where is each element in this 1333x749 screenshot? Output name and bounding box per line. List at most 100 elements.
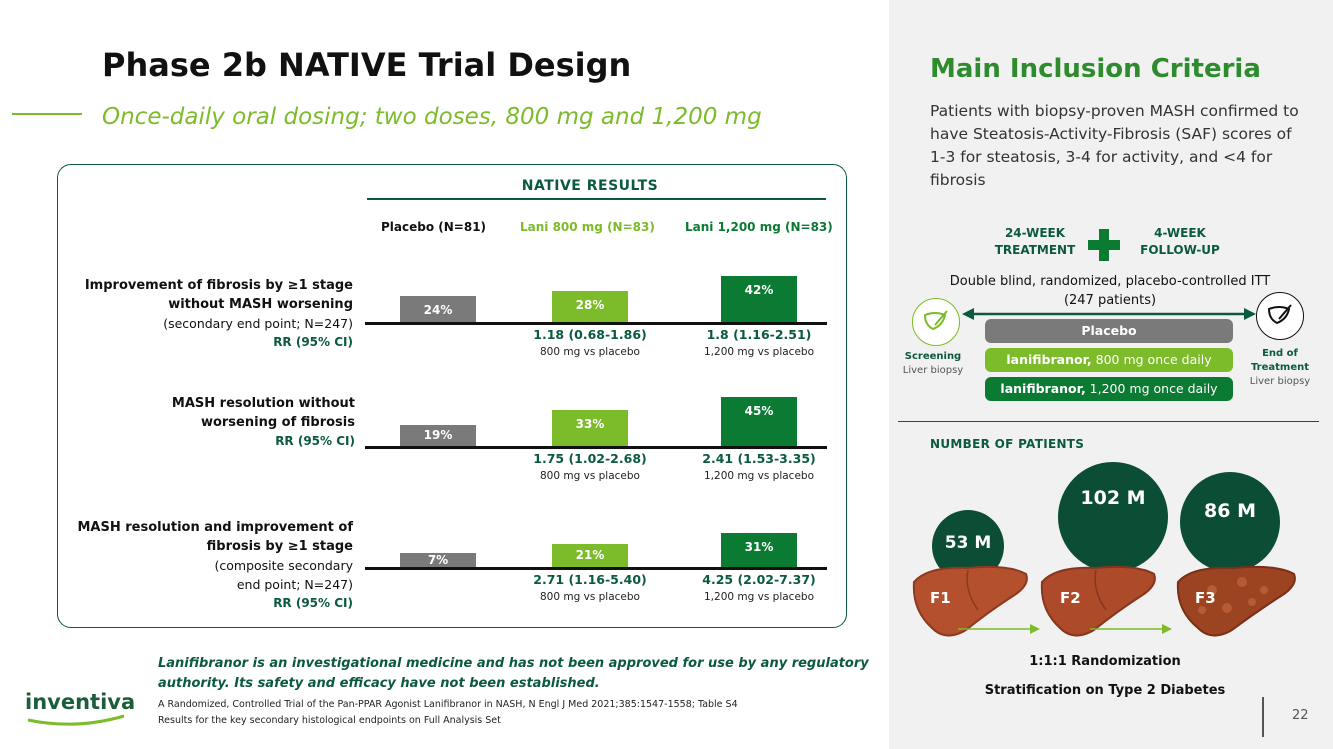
row-sub-line: (secondary end point; N=247)	[163, 316, 353, 331]
screening-liver-icon	[912, 298, 960, 346]
reference-line: Results for the key secondary histologic…	[158, 715, 501, 726]
patients-title: NUMBER OF PATIENTS	[930, 437, 1085, 451]
end-caption: End of Treatment Liver biopsy	[1240, 347, 1320, 389]
rr-label: RR (95% CI)	[275, 434, 355, 448]
treatment-line: 24-WEEK	[1004, 226, 1066, 240]
result-bar: 7%	[400, 553, 476, 567]
row-sub-line: (composite secondary	[214, 558, 353, 573]
liver-f2-icon	[1040, 565, 1156, 637]
results-title: NATIVE RESULTS	[521, 178, 659, 194]
reference: A Randomized, Controlled Trial of the Pa…	[158, 697, 738, 729]
stage-label-f1: F1	[930, 589, 951, 607]
page-number-divider	[1262, 697, 1264, 737]
end-sub: Liver biopsy	[1249, 376, 1311, 387]
reference-line: A Randomized, Controlled Trial of the Pa…	[158, 699, 738, 710]
row-label-mash-resolution: MASH resolution without worsening of fib…	[172, 394, 355, 451]
design-line: (247 patients)	[1063, 293, 1157, 308]
inventiva-logo: inventiva	[25, 690, 136, 714]
followup-label: 4-WEEK FOLLOW-UP	[1130, 225, 1230, 259]
ci-value: 2.41 (1.53-3.35)	[702, 451, 816, 466]
title-accent-line	[12, 113, 82, 115]
section-divider	[898, 421, 1319, 422]
liver-f1-icon	[912, 565, 1028, 637]
end-liver-icon	[1256, 292, 1304, 340]
arm-1200-dose: 1,200 mg once daily	[1085, 381, 1218, 396]
ci-comparison: 800 mg vs placebo	[540, 470, 640, 482]
row-label-line: MASH resolution without	[171, 396, 355, 411]
arm-1200mg: lanifibranor, 1,200 mg once daily	[985, 377, 1233, 401]
row-baseline	[365, 322, 827, 325]
treatment-line: TREATMENT	[994, 243, 1076, 257]
bubble-f3: 86 M	[1180, 472, 1280, 572]
design-description: Double blind, randomized, placebo-contro…	[930, 272, 1290, 310]
progress-arrow-icon	[1090, 624, 1172, 634]
stratification-text: Stratification on Type 2 Diabetes	[984, 683, 1226, 698]
column-header-800: Lani 800 mg (N=83)	[520, 220, 655, 234]
row-label-line: worsening of fibrosis	[200, 415, 355, 430]
ci-comparison: 800 mg vs placebo	[540, 591, 640, 603]
ci-value: 4.25 (2.02-7.37)	[702, 572, 816, 587]
inclusion-text: Patients with biopsy-proven MASH confirm…	[930, 102, 1299, 189]
progress-arrow-icon	[958, 624, 1040, 634]
row-sub-line: end point; N=247)	[236, 577, 353, 592]
end-label-1: End of	[1262, 348, 1298, 359]
column-header-1200: Lani 1,200 mg (N=83)	[685, 220, 833, 234]
arm-800-drug: lanifibranor,	[1006, 352, 1092, 367]
screening-caption: Screening Liver biopsy	[893, 350, 973, 378]
inclusion-title: Main Inclusion Criteria	[930, 54, 1261, 84]
result-bar: 33%	[552, 409, 628, 446]
ci-comparison: 1,200 mg vs placebo	[704, 346, 814, 358]
liver-f3-icon	[1176, 565, 1296, 637]
ci-value: 1.8 (1.16-2.51)	[706, 327, 812, 342]
stage-label-f2: F2	[1060, 589, 1081, 607]
ci-value: 2.71 (1.16-5.40)	[533, 572, 647, 587]
rr-label: RR (95% CI)	[273, 596, 353, 610]
row-label-line: without MASH worsening	[168, 297, 353, 312]
result-bar: 28%	[552, 291, 628, 322]
stage-label-f3: F3	[1195, 589, 1216, 607]
design-line: Double blind, randomized, placebo-contro…	[949, 274, 1271, 289]
liver-biopsy-icon	[1267, 304, 1292, 325]
timeline-arrow-icon	[962, 308, 1256, 320]
results-box	[57, 164, 847, 628]
ci-comparison: 800 mg vs placebo	[540, 346, 640, 358]
followup-line: FOLLOW-UP	[1140, 243, 1220, 257]
column-header-placebo: Placebo (N=81)	[381, 220, 487, 234]
arm-1200-drug: lanifibranor,	[1000, 381, 1086, 396]
rr-label: RR (95% CI)	[273, 335, 353, 349]
row-label-line: fibrosis by ≥1 stage	[206, 539, 353, 554]
row-label-composite: MASH resolution and improvement of fibro…	[77, 518, 353, 613]
row-baseline	[365, 446, 827, 449]
randomization-text: 1:1:1 Randomization	[1029, 654, 1181, 669]
arm-800-dose: 800 mg once daily	[1091, 352, 1212, 367]
treatment-label: 24-WEEK TREATMENT	[985, 225, 1085, 259]
followup-line: 4-WEEK	[1154, 226, 1206, 240]
page-subtitle: Once-daily oral dosing; two doses, 800 m…	[102, 104, 762, 130]
result-bar: 19%	[400, 425, 476, 446]
result-bar: 24%	[400, 295, 476, 322]
arm-800mg: lanifibranor, 800 mg once daily	[985, 348, 1233, 372]
page-number: 22	[1292, 708, 1309, 723]
logo-swoosh-icon	[27, 714, 125, 726]
results-title-line	[367, 198, 826, 200]
plus-icon-h	[1088, 240, 1120, 250]
row-label-line: MASH resolution and improvement of	[77, 520, 353, 535]
disclaimer: Lanifibranor is an investigational medic…	[158, 656, 869, 691]
result-bar: 45%	[721, 396, 797, 446]
end-label-2: Treatment	[1250, 362, 1310, 373]
bubble-f2: 102 M	[1058, 462, 1168, 572]
result-bar: 21%	[552, 543, 628, 567]
ci-value: 1.75 (1.02-2.68)	[533, 451, 647, 466]
arm-placebo: Placebo	[985, 319, 1233, 343]
ci-comparison: 1,200 mg vs placebo	[704, 470, 814, 482]
screening-sub: Liver biopsy	[902, 365, 964, 376]
ci-value: 1.18 (0.68-1.86)	[533, 327, 647, 342]
liver-biopsy-icon	[923, 310, 948, 331]
result-bar: 42%	[721, 275, 797, 322]
result-bar: 31%	[721, 532, 797, 567]
row-baseline	[365, 567, 827, 570]
screening-label: Screening	[904, 351, 962, 362]
page-title: Phase 2b NATIVE Trial Design	[102, 46, 632, 84]
row-label-line: Improvement of fibrosis by ≥1 stage	[84, 278, 353, 293]
